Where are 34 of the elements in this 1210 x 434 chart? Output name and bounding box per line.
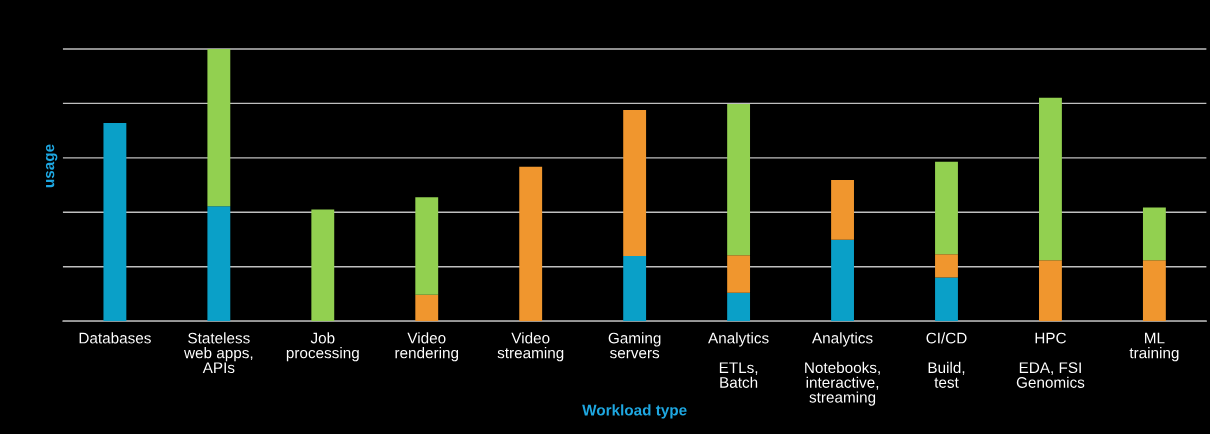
bar: [831, 239, 854, 322]
bar: [1142, 260, 1166, 322]
bar: [1039, 97, 1062, 261]
x-tick-label: Analytics Notebooks, interactive, streaming: [805, 332, 880, 406]
bar: [519, 166, 543, 322]
x-tick-label: Databases: [79, 332, 151, 344]
y-axis-title: usage: [45, 144, 58, 188]
bar: [207, 48, 231, 207]
bar: [1142, 207, 1166, 261]
bar: [831, 179, 854, 240]
bar: [207, 206, 231, 322]
bar: [935, 161, 958, 255]
bar: [727, 103, 751, 256]
category-label: HPC EDA, FSI Genomics: [1016, 332, 1085, 388]
bar: [103, 123, 127, 322]
x-tick-label: Job processing: [286, 332, 359, 362]
bar: [1039, 260, 1062, 322]
x-axis-title: Workload type: [582, 404, 687, 419]
x-tick-label: Analytics ETLs, Batch: [708, 332, 769, 388]
x-tick-label: Stateless web apps, APIs: [184, 332, 253, 374]
x-tick-label: Gaming servers: [608, 332, 661, 359]
category-label: CI/CD Build, test: [926, 332, 967, 388]
bar: [623, 109, 647, 257]
bar: [415, 197, 439, 295]
bar: [623, 256, 647, 322]
x-tick-label: ML training: [1129, 332, 1179, 362]
bar: [935, 277, 958, 322]
bar: [935, 254, 958, 278]
bar: [727, 292, 751, 322]
bar: [311, 209, 335, 322]
bar: [727, 255, 751, 293]
x-tick-label: Video streaming: [497, 332, 564, 362]
x-tick-label: Video rendering: [395, 332, 459, 362]
bar: [415, 294, 439, 322]
